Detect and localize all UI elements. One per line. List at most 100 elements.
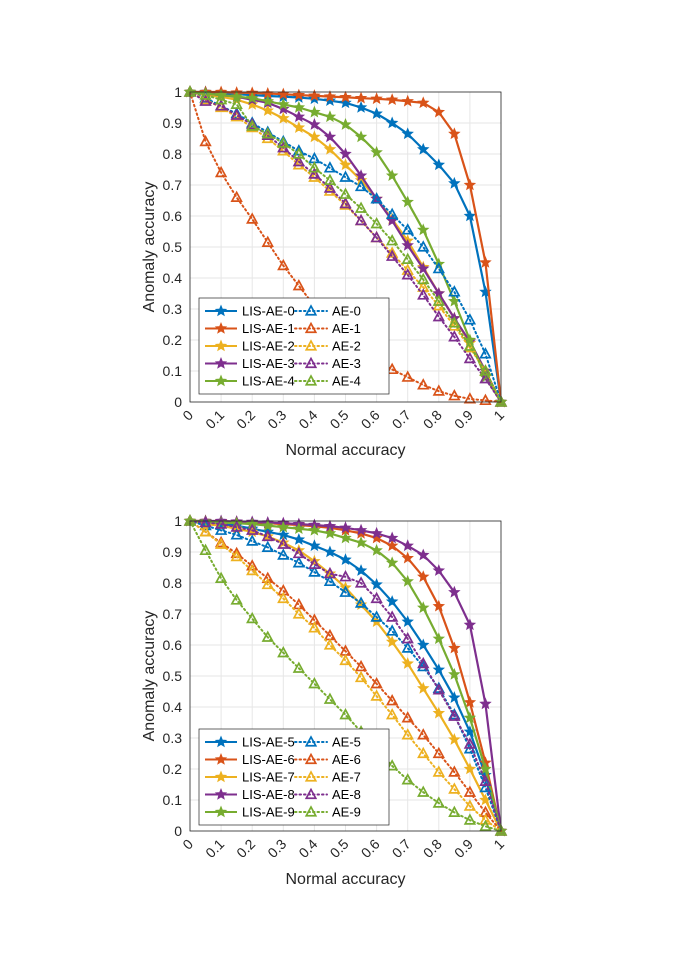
data-point xyxy=(432,706,446,719)
data-point xyxy=(230,97,243,109)
legend-label: AE-7 xyxy=(332,770,361,785)
data-point xyxy=(479,813,492,825)
legend-entry: AE-4 xyxy=(294,374,361,389)
data-point xyxy=(401,238,414,251)
x-tick-label: 0.9 xyxy=(451,407,476,432)
data-point xyxy=(199,518,212,531)
data-point xyxy=(292,100,306,113)
data-point xyxy=(199,525,212,537)
y-tick-label: 0.9 xyxy=(163,115,183,131)
data-point xyxy=(370,591,383,604)
data-point xyxy=(370,676,383,689)
data-point xyxy=(292,88,306,101)
legend-marker xyxy=(304,374,318,386)
legend-marker xyxy=(214,321,228,334)
x-tick-label: 0.5 xyxy=(327,407,352,432)
data-point xyxy=(261,94,274,107)
data-point xyxy=(463,737,477,749)
data-point xyxy=(292,607,306,619)
y-axis-label: Anomaly accuracy xyxy=(141,611,158,742)
data-point xyxy=(463,209,477,222)
data-point xyxy=(448,805,461,817)
data-point xyxy=(463,785,477,797)
data-point xyxy=(323,638,337,650)
x-tick-label: 0.9 xyxy=(451,836,476,861)
data-point xyxy=(214,517,228,529)
legend-marker xyxy=(214,304,228,317)
legend-marker xyxy=(304,304,318,316)
data-point xyxy=(385,624,399,636)
data-point xyxy=(199,88,212,100)
legend-label: AE-4 xyxy=(332,374,361,389)
legend-marker xyxy=(304,735,318,747)
data-point xyxy=(370,92,383,105)
data-point xyxy=(463,339,477,351)
data-point xyxy=(385,246,399,258)
data-point xyxy=(277,97,290,110)
data-point xyxy=(370,578,383,590)
legend-label: AE-2 xyxy=(332,339,361,354)
series-line xyxy=(189,91,502,403)
y-tick-label: 0.7 xyxy=(163,606,183,622)
axes-box xyxy=(189,91,502,403)
data-point xyxy=(339,158,352,171)
data-point xyxy=(308,89,321,102)
legend-label: AE-6 xyxy=(332,752,361,767)
data-point xyxy=(401,657,414,669)
legend-marker xyxy=(304,321,318,334)
data-point xyxy=(432,294,445,306)
x-tick-label: 0 xyxy=(179,836,196,853)
data-point xyxy=(339,187,352,199)
data-point xyxy=(292,661,306,673)
legend-marker xyxy=(304,752,318,765)
data-point xyxy=(308,676,321,689)
data-point xyxy=(199,543,212,556)
data-point xyxy=(354,564,368,576)
data-point xyxy=(339,90,352,103)
data-point xyxy=(479,371,492,384)
legend-label: LIS-AE-5 xyxy=(242,735,295,750)
data-point xyxy=(479,255,492,268)
data-point xyxy=(292,121,306,133)
data-point xyxy=(261,529,274,542)
data-point xyxy=(370,145,383,158)
series-AE-7 xyxy=(183,514,508,836)
data-point xyxy=(448,709,461,721)
data-point xyxy=(479,347,492,359)
chart-panel-1: 00.10.20.30.40.50.60.70.80.910 0.1 0.2 0.3 0… xyxy=(141,84,507,459)
x-tick-label: 0.8 xyxy=(420,407,445,432)
legend-entry: LIS-AE-3 xyxy=(205,356,295,371)
data-point xyxy=(401,268,414,280)
data-point xyxy=(292,278,306,291)
data-point xyxy=(308,565,321,577)
x-tick-label: 0.5 xyxy=(327,836,352,861)
legend-entry: AE-3 xyxy=(294,356,361,371)
data-point xyxy=(277,111,290,124)
data-point xyxy=(308,621,321,633)
data-point xyxy=(401,195,414,208)
data-point xyxy=(432,261,445,274)
data-point xyxy=(308,161,321,173)
data-point xyxy=(323,574,337,587)
legend-marker xyxy=(214,787,228,800)
legend-entry: AE-6 xyxy=(294,752,361,767)
legend-label: AE-0 xyxy=(332,304,361,319)
y-tick-label: 0.3 xyxy=(163,301,183,317)
legend-label: AE-8 xyxy=(332,787,361,802)
y-tick-label: 0 xyxy=(174,394,182,410)
y-tick-label: 0.3 xyxy=(163,730,183,746)
data-point xyxy=(292,147,306,159)
legend-marker xyxy=(214,356,228,369)
data-point xyxy=(323,526,337,539)
data-point xyxy=(292,546,306,559)
data-point xyxy=(308,118,321,130)
data-point xyxy=(277,136,290,148)
data-point xyxy=(261,630,274,642)
data-point xyxy=(448,585,461,598)
legend: LIS-AE-0 LIS-AE-1 LIS-AE-2 LIS-AE-3 LIS-AE-4… xyxy=(198,297,390,395)
legend-marker xyxy=(304,339,318,351)
data-point xyxy=(354,169,368,181)
data-point xyxy=(323,545,337,558)
x-tick-label: 0.3 xyxy=(264,407,289,432)
data-point xyxy=(354,659,368,672)
